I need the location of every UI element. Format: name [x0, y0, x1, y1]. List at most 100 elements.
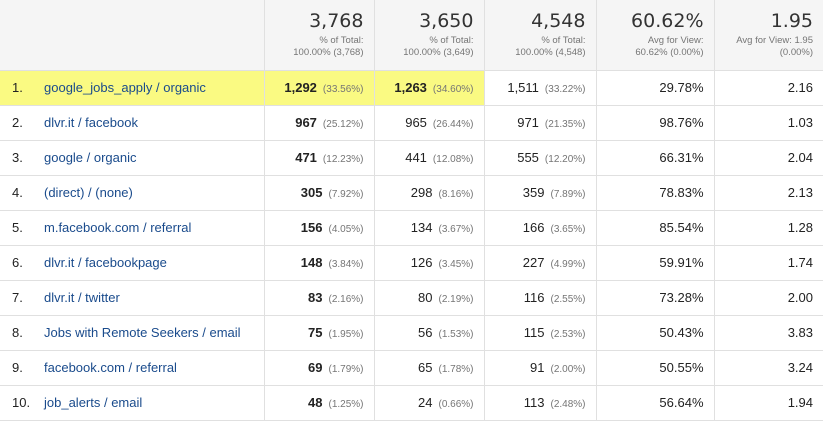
pages-per-session-cell: 2.04	[713, 140, 823, 176]
row-index: 7.	[12, 290, 23, 305]
total-bounce-rate-label: Avg for View:	[647, 35, 704, 46]
new-users-percent: (0.66%)	[438, 399, 474, 410]
pages-per-session-value: 1.74	[787, 255, 813, 270]
sessions-value: 91	[530, 360, 545, 375]
table-row: 4. (direct) / (none) 305 (7.92%) 298 (8.16%) 3…	[0, 175, 823, 211]
row-index: 2.	[12, 115, 23, 130]
total-pages-per-session-cell: 1.95 Avg for View: 1.95 (0.00%)	[713, 0, 823, 71]
users-percent: (25.12%)	[322, 119, 364, 130]
total-users-label: % of Total:	[319, 35, 364, 46]
bounce-rate-value: 98.76%	[659, 115, 704, 130]
users-percent: (7.92%)	[328, 189, 364, 200]
bounce-rate-cell: 59.91%	[595, 245, 714, 281]
sessions-percent: (12.20%)	[544, 154, 586, 165]
bounce-rate-value: 50.55%	[659, 360, 704, 375]
dimension-link[interactable]: job_alerts / email	[44, 395, 143, 410]
sessions-cell: 359 (7.89%)	[483, 175, 596, 211]
total-pages-per-session-detail: (0.00%)	[779, 47, 813, 58]
dimension-cell: 1. google_jobs_apply / organic	[0, 70, 264, 106]
dimension-cell: 10. job_alerts / email	[0, 385, 264, 421]
dimension-link[interactable]: google_jobs_apply / organic	[44, 80, 206, 95]
users-percent: (1.25%)	[328, 399, 364, 410]
total-new-users-cell: 3,650 % of Total: 100.00% (3,649)	[373, 0, 484, 71]
bounce-rate-cell: 66.31%	[595, 140, 714, 176]
users-cell: 148 (3.84%)	[263, 245, 374, 281]
new-users-percent: (12.08%)	[432, 154, 474, 165]
bounce-rate-value: 56.64%	[659, 395, 704, 410]
table-row: 2. dlvr.it / facebook 967 (25.12%) 965 (26.44…	[0, 105, 823, 141]
users-percent: (3.84%)	[328, 259, 364, 270]
new-users-value: 134	[410, 220, 433, 235]
pages-per-session-value: 1.94	[787, 395, 813, 410]
sessions-value: 116	[523, 290, 545, 305]
dimension-link[interactable]: dlvr.it / twitter	[44, 290, 120, 305]
report-table: 3,768 % of Total: 100.00% (3,768) 3,650 …	[0, 0, 823, 421]
row-index: 9.	[12, 360, 23, 375]
bounce-rate-value: 29.78%	[659, 80, 704, 95]
users-cell: 69 (1.79%)	[263, 350, 374, 386]
sessions-value: 115	[523, 325, 545, 340]
pages-per-session-cell: 3.24	[713, 350, 823, 386]
users-value: 83	[308, 290, 323, 305]
pages-per-session-value: 2.04	[787, 150, 813, 165]
dimension-link[interactable]: facebook.com / referral	[44, 360, 177, 375]
users-cell: 967 (25.12%)	[263, 105, 374, 141]
sessions-cell: 1,511 (33.22%)	[483, 70, 596, 106]
total-sessions-label: % of Total:	[541, 35, 586, 46]
total-users-cell: 3,768 % of Total: 100.00% (3,768)	[263, 0, 374, 71]
pages-per-session-value: 2.13	[787, 185, 813, 200]
bounce-rate-cell: 98.76%	[595, 105, 714, 141]
bounce-rate-cell: 73.28%	[595, 280, 714, 316]
dimension-link[interactable]: dlvr.it / facebook	[44, 115, 138, 130]
bounce-rate-cell: 56.64%	[595, 385, 714, 421]
row-index: 3.	[12, 150, 23, 165]
sessions-cell: 115 (2.53%)	[483, 315, 596, 351]
dimension-link[interactable]: (direct) / (none)	[44, 185, 133, 200]
users-value: 69	[308, 360, 323, 375]
new-users-cell: 65 (1.78%)	[373, 350, 484, 386]
dimension-link[interactable]: Jobs with Remote Seekers / email	[44, 325, 241, 340]
bounce-rate-cell: 29.78%	[595, 70, 714, 106]
sessions-cell: 166 (3.65%)	[483, 210, 596, 246]
new-users-value: 126	[410, 255, 433, 270]
sessions-percent: (2.00%)	[550, 364, 586, 375]
bounce-rate-cell: 50.55%	[595, 350, 714, 386]
dimension-cell: 8. Jobs with Remote Seekers / email	[0, 315, 264, 351]
dimension-link[interactable]: dlvr.it / facebookpage	[44, 255, 167, 270]
dimension-cell: 2. dlvr.it / facebook	[0, 105, 264, 141]
new-users-cell: 24 (0.66%)	[373, 385, 484, 421]
new-users-cell: 80 (2.19%)	[373, 280, 484, 316]
users-value: 156	[300, 220, 323, 235]
pages-per-session-cell: 3.83	[713, 315, 823, 351]
pages-per-session-cell: 1.03	[713, 105, 823, 141]
pages-per-session-cell: 2.13	[713, 175, 823, 211]
sessions-value: 1,511	[507, 80, 539, 95]
bounce-rate-value: 78.83%	[659, 185, 704, 200]
total-users-value: 3,768	[309, 10, 364, 32]
total-new-users-detail: 100.00% (3,649)	[403, 47, 474, 58]
users-percent: (1.95%)	[328, 329, 364, 340]
total-users-detail: 100.00% (3,768)	[293, 47, 364, 58]
dimension-link[interactable]: google / organic	[44, 150, 137, 165]
users-value: 148	[300, 255, 323, 270]
dimension-link[interactable]: m.facebook.com / referral	[44, 220, 192, 235]
new-users-cell: 298 (8.16%)	[373, 175, 484, 211]
new-users-cell: 1,263 (34.60%)	[373, 70, 484, 106]
users-cell: 156 (4.05%)	[263, 210, 374, 246]
new-users-value: 441	[405, 150, 427, 165]
new-users-value: 65	[418, 360, 433, 375]
new-users-value: 1,263	[394, 80, 427, 95]
users-cell: 305 (7.92%)	[263, 175, 374, 211]
new-users-value: 965	[405, 115, 427, 130]
new-users-percent: (8.16%)	[438, 189, 474, 200]
users-value: 75	[308, 325, 323, 340]
pages-per-session-value: 1.03	[787, 115, 813, 130]
pages-per-session-cell: 2.16	[713, 70, 823, 106]
new-users-cell: 441 (12.08%)	[373, 140, 484, 176]
users-value: 471	[295, 150, 317, 165]
row-index: 10.	[12, 395, 31, 410]
bounce-rate-value: 50.43%	[659, 325, 704, 340]
users-cell: 75 (1.95%)	[263, 315, 374, 351]
new-users-value: 24	[418, 395, 433, 410]
users-value: 1,292	[284, 80, 317, 95]
